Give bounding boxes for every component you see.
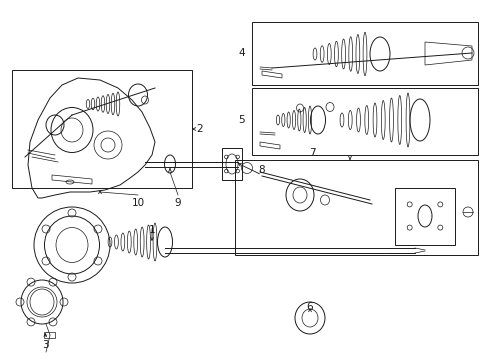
Text: 5: 5 [238,115,245,125]
Bar [235,160,478,255]
Bar [395,188,455,245]
Text: 9: 9 [175,198,181,208]
Text: 3: 3 [42,340,49,350]
Text: 4: 4 [238,48,245,58]
Text: 1: 1 [148,225,155,235]
Bar [12,70,192,188]
Bar [44,332,55,338]
Text: 8: 8 [259,165,265,175]
Bar [252,22,478,85]
Text: 2: 2 [196,124,203,134]
Text: 6: 6 [307,302,313,312]
Text: 7: 7 [309,148,315,158]
Text: 10: 10 [131,198,145,208]
Bar [222,148,242,180]
Bar [252,88,478,155]
